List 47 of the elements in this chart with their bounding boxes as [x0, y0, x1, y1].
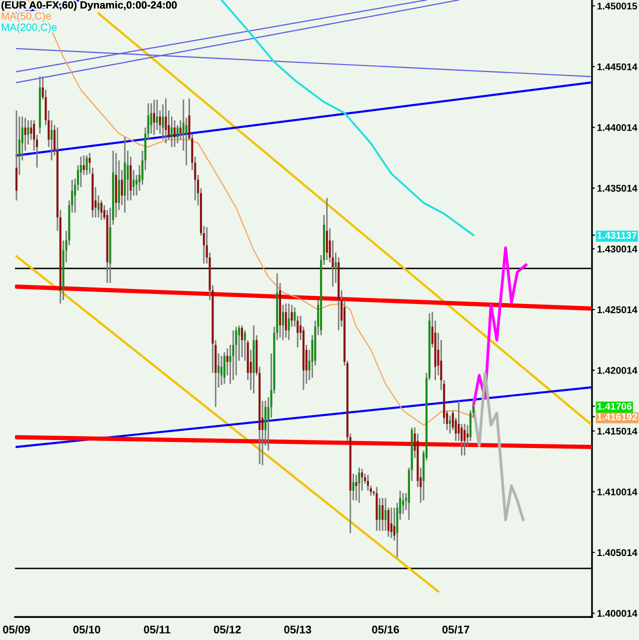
- candlestick: [156, 98, 158, 131]
- candlestick: [176, 124, 179, 144]
- x-tick-label: 05/17: [442, 625, 470, 634]
- candlestick: [118, 160, 120, 211]
- candlestick: [86, 154, 88, 176]
- candlestick: [358, 466, 360, 504]
- y-tick-label: 1.405014: [597, 549, 638, 556]
- candlestick: [448, 414, 451, 434]
- y-tick-label: 1.445014: [597, 63, 638, 70]
- candlestick: [80, 156, 82, 188]
- y-tick-label: 1.440014: [597, 124, 638, 131]
- y-tick-label: 1.430014: [597, 246, 638, 252]
- y-tick-label: 1.41706: [597, 402, 632, 410]
- y-tick-label: 1.435014: [597, 184, 638, 192]
- candlestick: [15, 110, 18, 202]
- x-tick-label: 05/09: [3, 625, 30, 634]
- y-tick-label: 1.431137: [597, 232, 636, 239]
- y-tick-label: 1.410014: [597, 488, 638, 496]
- candlestick: [464, 423, 466, 456]
- y-tick-label: 1.425014: [597, 306, 638, 314]
- candlestick: [366, 474, 369, 492]
- x-tick-label: 05/10: [73, 625, 100, 634]
- line-series: [472, 371, 525, 522]
- y-tick-label: 1.415014: [597, 428, 638, 435]
- candlestick: [284, 302, 287, 338]
- candlestick: [164, 98, 167, 144]
- y-tick-label: 1.416192: [597, 413, 638, 420]
- candlestick: [235, 326, 238, 376]
- x-tick-label: 05/13: [284, 625, 312, 634]
- candlestick: [223, 352, 226, 384]
- y-tick-label: 1.450015: [597, 2, 638, 10]
- candlestick: [220, 355, 223, 386]
- x-tick-label: 05/12: [214, 625, 241, 634]
- candlestick: [390, 506, 392, 539]
- candlestick: [288, 302, 290, 341]
- candlestick: [174, 120, 176, 148]
- line-series: [220, 0, 474, 236]
- y-tick-label: 1.400014: [597, 610, 638, 617]
- x-tick-label: 05/16: [372, 625, 400, 634]
- candlestick: [326, 197, 328, 261]
- candlestick: [240, 324, 244, 358]
- candlestick: [232, 330, 234, 381]
- y-tick-label: 1.420014: [597, 367, 638, 374]
- candlestick: [382, 497, 384, 532]
- x-tick-label: 05/11: [144, 625, 170, 634]
- candlestick: [100, 200, 102, 221]
- candlestick: [153, 98, 156, 136]
